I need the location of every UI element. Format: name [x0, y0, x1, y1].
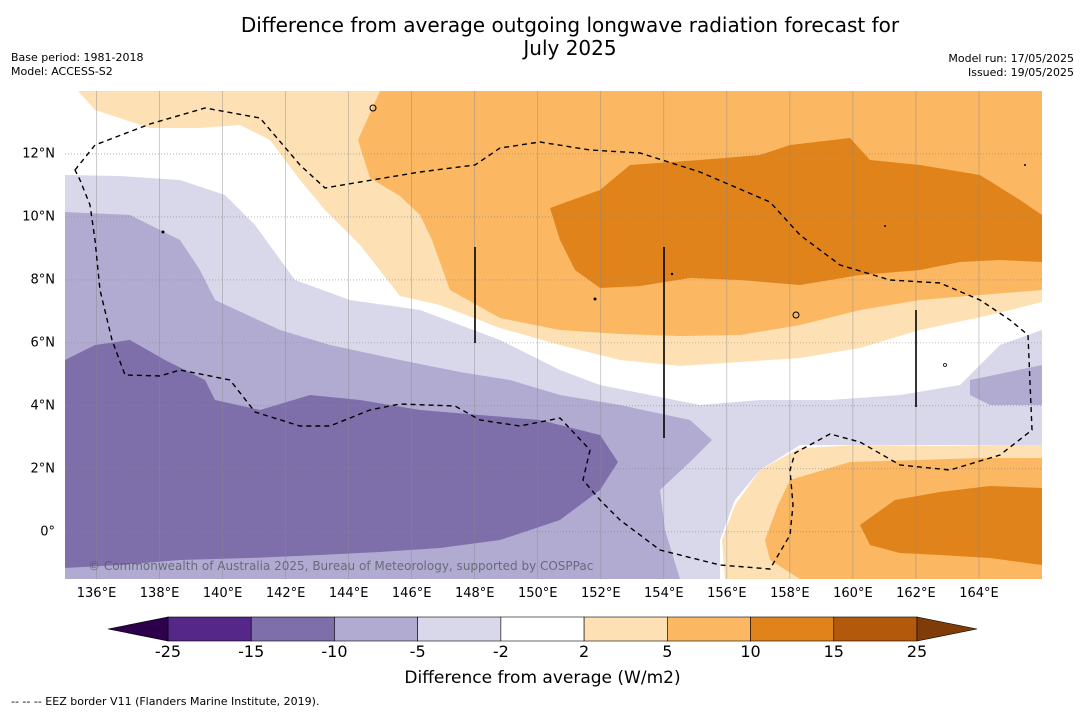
copyright-notice: © Commonwealth of Australia 2025, Bureau… — [88, 559, 594, 573]
eez-borders — [74, 107, 1033, 570]
lon-label: 140°E — [202, 586, 243, 601]
lat-label: 2°N — [30, 461, 56, 477]
issued-date: Issued: 19/05/2025 — [967, 66, 1074, 79]
meta-right: Model run: 17/05/2025 Issued: 19/05/2025 — [948, 52, 1074, 80]
lon-label: 146°E — [391, 586, 432, 601]
colorbar-swatch — [667, 616, 751, 642]
colorbar-swatch — [833, 616, 918, 642]
region-darkorange-south — [860, 486, 1042, 565]
colorbar-tick-label: -5 — [409, 642, 426, 661]
lon-label: 150°E — [517, 586, 558, 601]
anomaly-field — [65, 91, 1042, 579]
model-run: Model run: 17/05/2025 — [948, 52, 1074, 65]
title-line-2: July 2025 — [523, 36, 617, 60]
lon-label: 136°E — [76, 586, 117, 601]
colorbar-swatch — [250, 616, 335, 642]
region-darkpurple — [65, 340, 618, 568]
lat-label: 12°N — [22, 146, 55, 162]
lat-label: 10°N — [22, 209, 55, 225]
colorbar-tick-label: -25 — [154, 642, 182, 661]
island-marks — [474, 247, 917, 438]
base-period: Base period: 1981-2018 — [11, 51, 144, 64]
lat-label: 6°N — [30, 335, 56, 351]
gridlines — [65, 153, 1042, 533]
colorbar-label: Difference from average (W/m2) — [404, 668, 681, 688]
map-title: Difference from average outgoing longwav… — [170, 14, 970, 60]
meta-left: Base period: 1981-2018 Model: ACCESS-S2 — [11, 51, 143, 79]
colorbar-tick-label: 2 — [579, 642, 590, 661]
lon-label: 162°E — [896, 586, 936, 601]
colorbar-tick-label: -10 — [321, 642, 348, 661]
colorbar-over-arrow — [916, 616, 978, 642]
lon-label: 160°E — [833, 586, 873, 601]
colorbar-tick-label: 25 — [906, 642, 928, 661]
lon-label: 148°E — [454, 586, 495, 601]
island-dots — [161, 104, 1026, 367]
eez-footnote: -- -- -- EEZ border V11 (Flanders Marine… — [11, 695, 320, 708]
lon-label: 154°E — [644, 586, 684, 601]
colorbar-swatch — [750, 616, 835, 642]
colorbar — [107, 616, 978, 642]
lon-label: 164°E — [959, 586, 999, 601]
lon-label: 156°E — [707, 586, 747, 601]
lat-label: 8°N — [30, 272, 56, 288]
region-darkorange — [550, 138, 1042, 288]
colorbar-swatch — [417, 616, 502, 642]
colorbar-tick-label: -2 — [492, 642, 509, 661]
lon-label: 142°E — [265, 586, 306, 601]
colorbar-swatch — [583, 616, 668, 642]
lon-label: 138°E — [139, 586, 180, 601]
lat-label: 0° — [40, 524, 55, 540]
title-line-1: Difference from average outgoing longwav… — [240, 13, 900, 37]
lon-label: 152°E — [581, 586, 621, 601]
colorbar-tick-label: 10 — [740, 642, 761, 661]
lon-label: 158°E — [770, 586, 810, 601]
colorbar-under-arrow — [107, 616, 169, 642]
colorbar-swatch — [334, 616, 418, 642]
model-name: Model: ACCESS-S2 — [11, 65, 113, 78]
colorbar-swatch — [167, 616, 252, 642]
lon-label: 144°E — [328, 586, 369, 601]
colorbar-tick-label: 15 — [823, 642, 844, 661]
lat-label: 4°N — [30, 398, 56, 414]
colorbar-tick-label: -15 — [238, 642, 265, 661]
region-medpurple-east — [970, 365, 1042, 405]
colorbar-swatch — [500, 616, 585, 642]
colorbar-tick-label: 5 — [662, 642, 673, 661]
